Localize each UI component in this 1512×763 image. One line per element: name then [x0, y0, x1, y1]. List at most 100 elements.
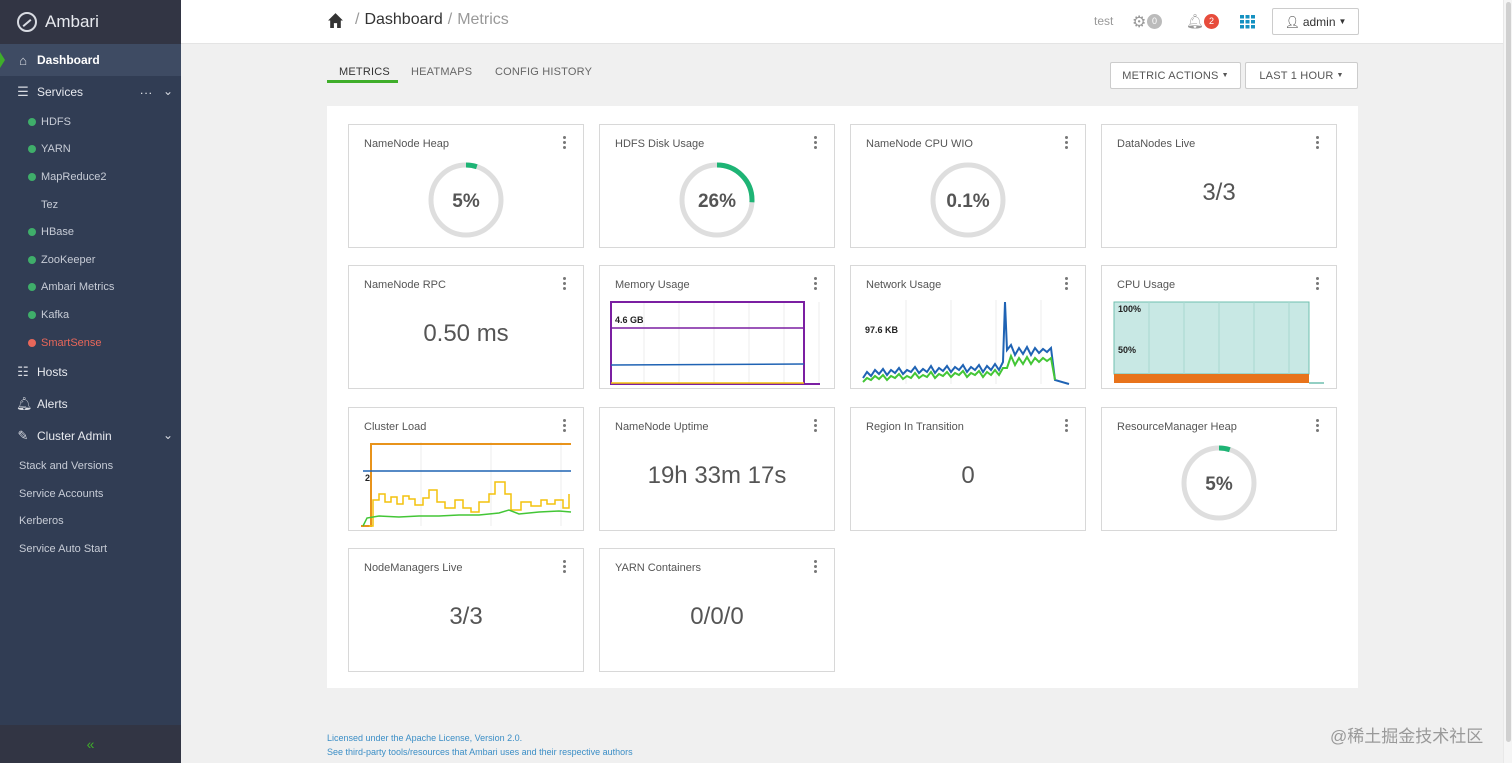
sidebar-service-label: HBase: [41, 226, 75, 239]
gauge-track: [930, 162, 1006, 238]
widget-nodemanagers-live[interactable]: NodeManagers Live 3/3: [348, 548, 584, 672]
sidebar-item-hosts[interactable]: ☷ Hosts: [0, 356, 181, 388]
chart-label: 100%: [1118, 304, 1141, 314]
widget-title: HDFS Disk Usage: [615, 138, 705, 150]
caret-down-icon: ▼: [1336, 72, 1344, 79]
widget-hdfs-disk-usage[interactable]: HDFS Disk Usage 26%: [599, 124, 835, 248]
widget-memory-usage[interactable]: Memory Usage 4.6 GB: [599, 265, 835, 389]
widget-network-usage[interactable]: Network Usage 97.6 KB: [850, 265, 1086, 389]
third-party-link[interactable]: See third-party tools/resources that Amb…: [327, 747, 633, 757]
user-menu-button[interactable]: 👤︎ admin ▼: [1272, 8, 1359, 35]
brand[interactable]: Ambari: [0, 0, 181, 44]
widget-value: 0: [961, 462, 975, 489]
chevron-down-icon[interactable]: ⌄: [162, 84, 173, 98]
sidebar-admin-service-accounts[interactable]: Service Accounts: [19, 487, 104, 500]
widget-namenode-uptime[interactable]: NameNode Uptime 19h 33m 17s: [599, 407, 835, 531]
widget-namenode-rpc[interactable]: NameNode RPC 0.50 ms: [348, 265, 584, 389]
sidebar-admin-kerberos[interactable]: Kerberos: [19, 515, 64, 528]
chart-label: 2: [365, 473, 370, 483]
widget-menu-icon[interactable]: [1316, 419, 1320, 434]
chevron-down-icon[interactable]: ⌄: [162, 428, 173, 443]
home-icon[interactable]: [327, 12, 344, 29]
chart-label: 50%: [1118, 345, 1136, 355]
time-range-button[interactable]: LAST 1 HOUR ▼: [1245, 62, 1358, 89]
widget-menu-icon[interactable]: [814, 560, 818, 575]
widget-menu-icon[interactable]: [814, 419, 818, 434]
sidebar-service-ambari-metrics[interactable]: Ambari Metrics: [0, 274, 181, 302]
gauge-value: 5%: [452, 191, 480, 212]
widget-menu-icon[interactable]: [1065, 419, 1069, 434]
widget-value: 19h 33m 17s: [647, 462, 787, 489]
status-dot-icon: [28, 255, 36, 264]
services-icon: ☰: [17, 84, 29, 99]
widget-menu-icon[interactable]: [814, 277, 818, 292]
sidebar-service-tez[interactable]: Tez: [0, 191, 181, 219]
collapse-sidebar-button[interactable]: «: [0, 725, 181, 763]
bell-icon: 🔔︎: [16, 396, 33, 412]
widget-value: 0.50 ms: [423, 320, 509, 347]
status-dot-icon: [28, 338, 36, 347]
sidebar-item-cluster-admin[interactable]: ✎ Cluster Admin ⌄: [0, 420, 181, 452]
alerts-count-badge[interactable]: 2: [1204, 14, 1219, 29]
sidebar-item-dashboard[interactable]: ⌂ Dashboard: [0, 44, 181, 76]
widget-namenode-cpu-wio[interactable]: NameNode CPU WIO 0.1%: [850, 124, 1086, 248]
sidebar-admin-service-auto-start[interactable]: Service Auto Start: [19, 542, 108, 555]
sidebar-admin-stack-and-versions[interactable]: Stack and Versions: [19, 460, 114, 473]
home-icon: ⌂: [19, 52, 27, 68]
sidebar-item-alerts[interactable]: 🔔︎ Alerts: [0, 388, 181, 420]
widget-menu-icon[interactable]: [563, 277, 567, 292]
widget-menu-icon[interactable]: [1316, 136, 1320, 151]
tab-metrics[interactable]: METRICS: [339, 66, 390, 78]
widget-datanodes-live[interactable]: DataNodes Live 3/3: [1101, 124, 1337, 248]
tab-heatmaps[interactable]: HEATMAPS: [411, 66, 473, 78]
ops-count-badge[interactable]: 0: [1147, 14, 1162, 29]
sidebar-service-hbase[interactable]: HBase: [0, 218, 181, 246]
widget-cpu-usage[interactable]: CPU Usage 100% 50%: [1101, 265, 1337, 389]
cluster-name: test: [1094, 14, 1114, 28]
sidebar-service-label: Ambari Metrics: [41, 281, 115, 294]
memory-usage-chart: 4.6 GB: [610, 301, 820, 385]
widget-menu-icon[interactable]: [1065, 136, 1069, 151]
grid-icon[interactable]: [1240, 15, 1255, 29]
widget-menu-icon[interactable]: [1065, 277, 1069, 292]
sidebar-service-smartsense[interactable]: SmartSense: [0, 329, 181, 357]
breadcrumb-dashboard[interactable]: Dashboard: [364, 11, 443, 28]
bell-icon[interactable]: 🔔︎: [1186, 13, 1204, 29]
widget-menu-icon[interactable]: [814, 136, 818, 151]
breadcrumb-current: Metrics: [457, 11, 509, 28]
status-dot-icon: [28, 228, 36, 237]
widget-menu-icon[interactable]: [563, 419, 567, 434]
widget-cluster-load[interactable]: Cluster Load 2: [348, 407, 584, 531]
sidebar-service-zookeeper[interactable]: ZooKeeper: [0, 246, 181, 274]
sidebar-service-yarn[interactable]: YARN: [0, 136, 181, 164]
sidebar: Ambari ⌂ Dashboard ☰ Services ... ⌄ HDFS…: [0, 0, 181, 763]
sidebar-service-label: YARN: [41, 143, 71, 156]
gauge-fill: [428, 162, 504, 238]
widget-region-in-transition[interactable]: Region In Transition 0: [850, 407, 1086, 531]
widget-value: 3/3: [1202, 179, 1236, 206]
widget-menu-icon[interactable]: [563, 136, 567, 151]
widget-menu-icon[interactable]: [563, 560, 567, 575]
breadcrumb-separator: /: [355, 11, 360, 28]
services-actions-icon[interactable]: ...: [139, 83, 153, 97]
gear-icon[interactable]: ⚙: [1132, 14, 1147, 31]
scrollbar[interactable]: [1503, 0, 1512, 763]
sidebar-service-mapreduce2[interactable]: MapReduce2: [0, 163, 181, 191]
app-name: Ambari: [45, 12, 99, 31]
widget-title: DataNodes Live: [1117, 138, 1196, 150]
widget-value: 0/0/0: [690, 603, 744, 630]
sidebar-item-services[interactable]: ☰ Services ... ⌄: [0, 76, 181, 108]
tab-config-history[interactable]: CONFIG HISTORY: [495, 66, 593, 78]
widget-yarn-containers[interactable]: YARN Containers 0/0/0: [599, 548, 835, 672]
widget-title: YARN Containers: [615, 562, 701, 574]
sidebar-service-hdfs[interactable]: HDFS: [0, 108, 181, 136]
chart-label: 4.6 GB: [615, 315, 644, 325]
widget-menu-icon[interactable]: [1316, 277, 1320, 292]
license-link[interactable]: Licensed under the Apache License, Versi…: [327, 733, 523, 743]
scrollbar-thumb[interactable]: [1506, 2, 1511, 742]
metric-actions-button[interactable]: METRIC ACTIONS ▼: [1110, 62, 1241, 89]
sidebar-service-kafka[interactable]: Kafka: [0, 301, 181, 329]
widget-namenode-heap[interactable]: NameNode Heap 5%: [348, 124, 584, 248]
widget-resourcemanager-heap[interactable]: ResourceManager Heap 5%: [1101, 407, 1337, 531]
user-icon: 👤︎: [1284, 14, 1300, 29]
